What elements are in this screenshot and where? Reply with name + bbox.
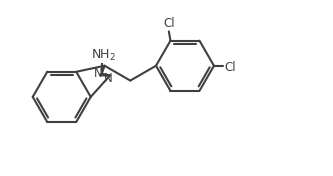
Text: NH$_2$: NH$_2$: [91, 48, 116, 63]
Text: Cl: Cl: [224, 61, 236, 74]
Text: N: N: [104, 72, 112, 85]
Text: Cl: Cl: [163, 17, 174, 30]
Text: N: N: [94, 67, 103, 80]
